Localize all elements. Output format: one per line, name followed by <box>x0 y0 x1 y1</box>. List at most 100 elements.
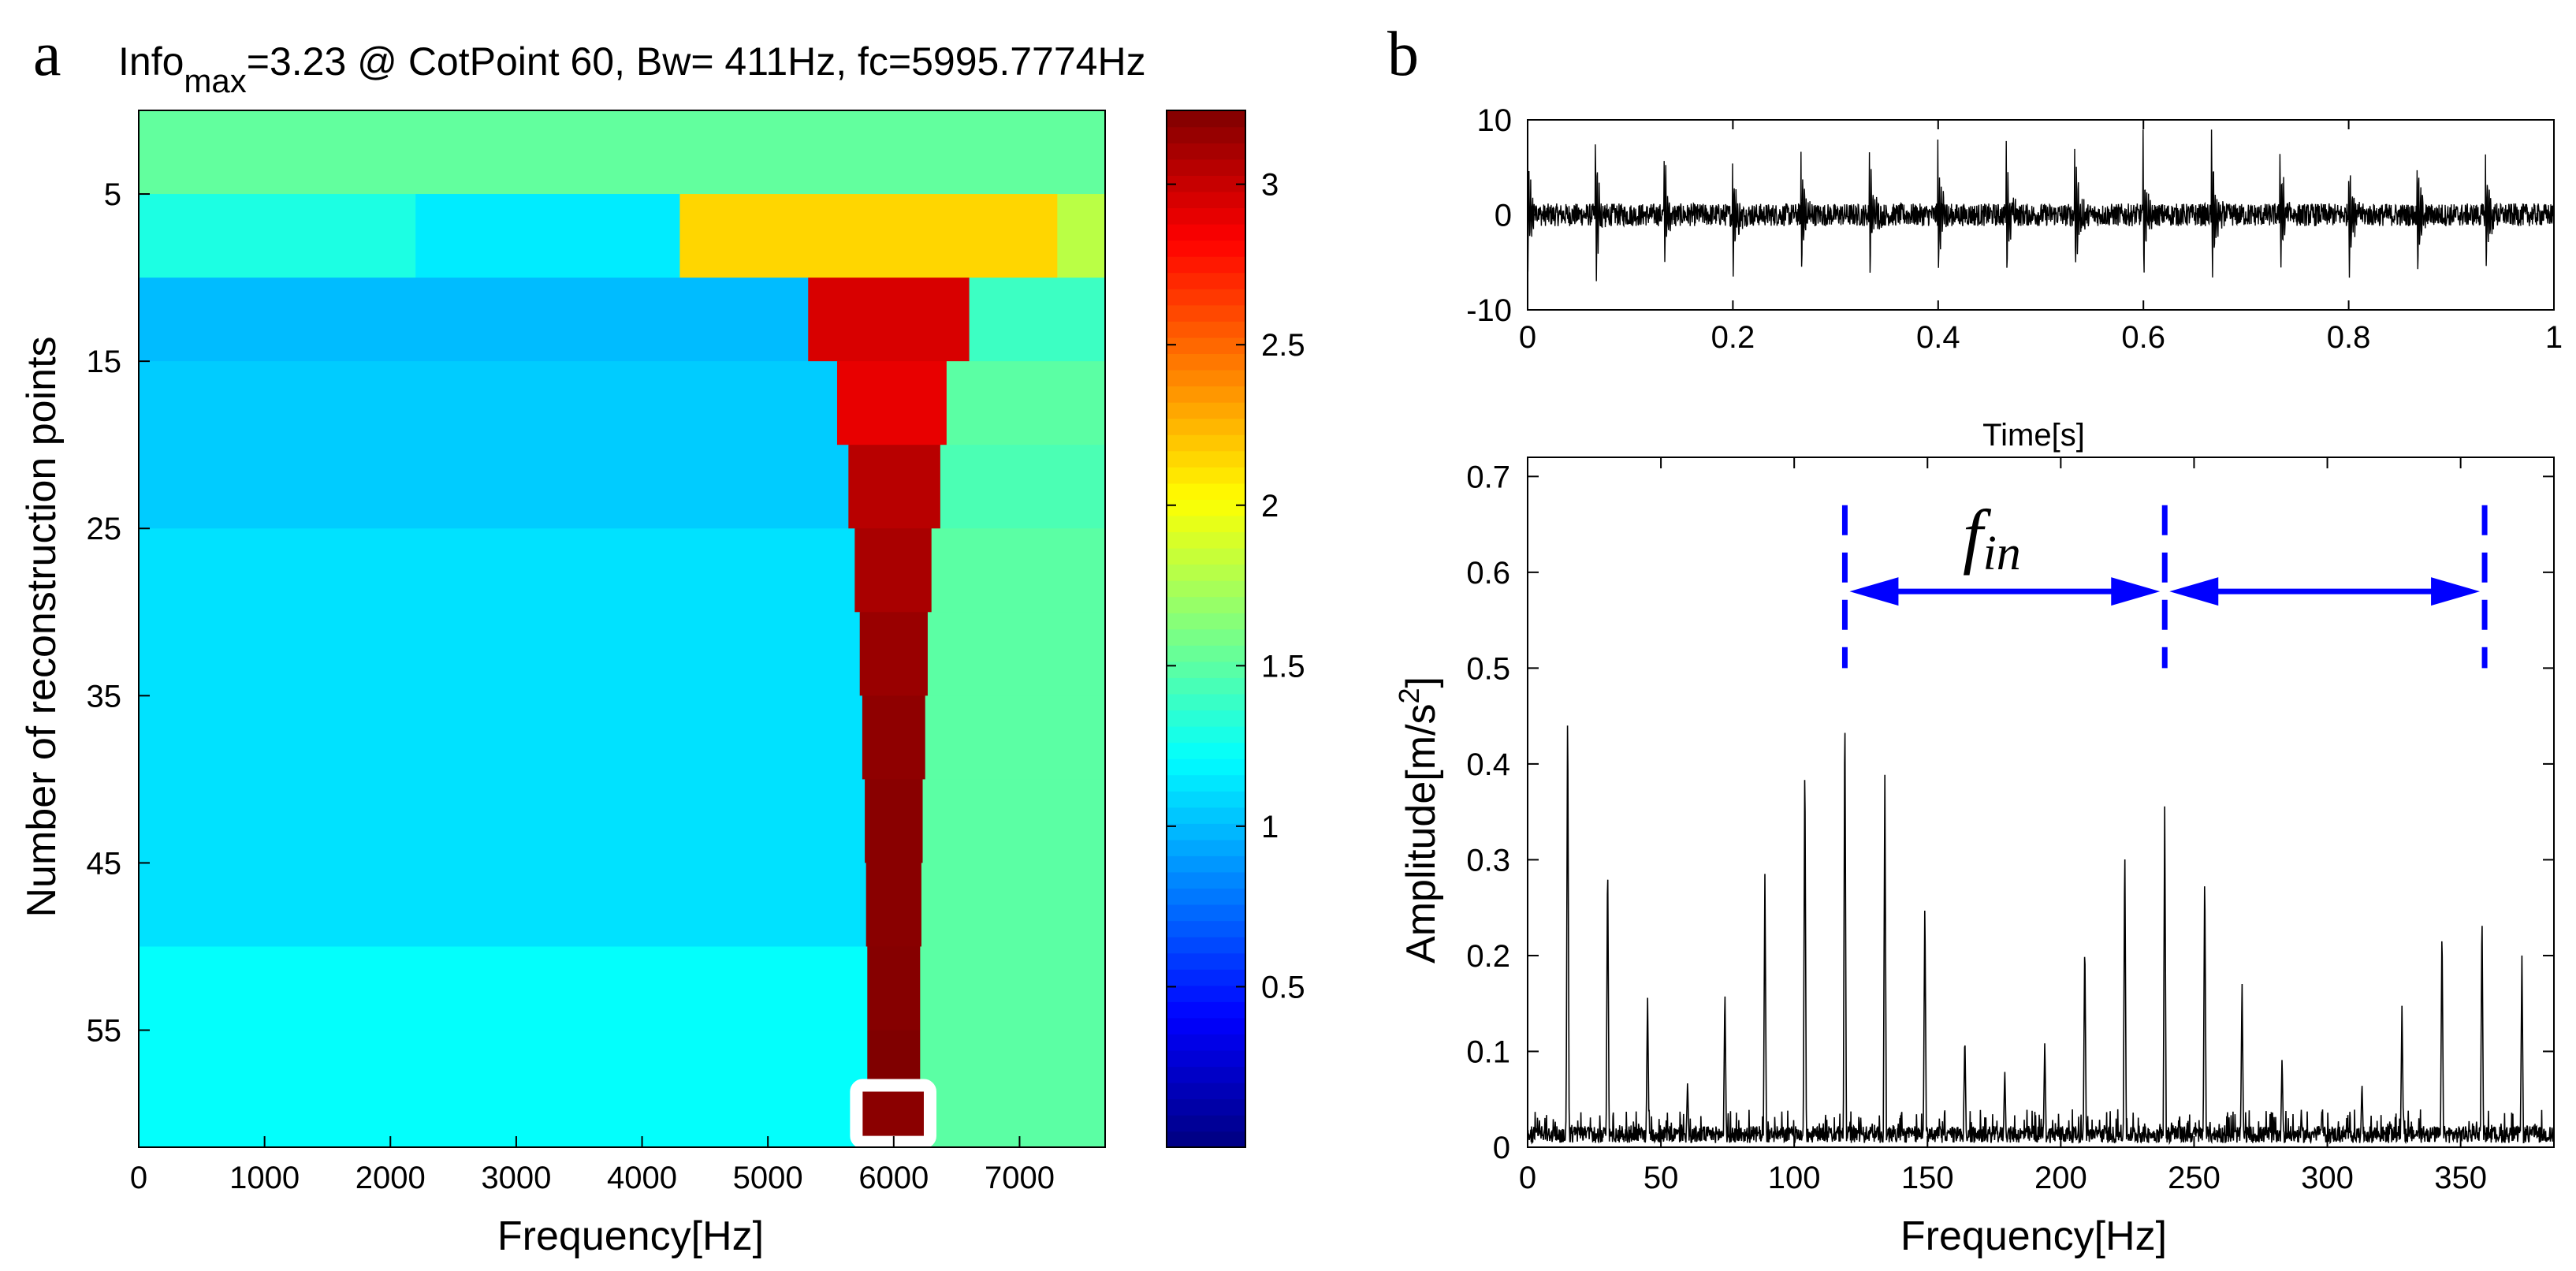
spectrum-y-tick-label: 0.5 <box>1466 651 1510 686</box>
colorbar-step <box>1167 742 1245 759</box>
spectrum-plot-frame <box>1527 457 2555 1148</box>
colorbar-step <box>1167 289 1245 306</box>
heatmap-x-tick-label: 3000 <box>481 1161 551 1195</box>
colorbar-step <box>1167 434 1245 452</box>
colorbar-step <box>1167 401 1245 419</box>
colorbar-step <box>1167 807 1245 824</box>
colorbar-step <box>1167 645 1245 662</box>
colorbar-step <box>1167 790 1245 808</box>
colorbar-step <box>1167 272 1245 289</box>
colorbar-step <box>1167 483 1245 500</box>
heatmap-cell <box>848 445 941 529</box>
colorbar-step <box>1167 547 1245 565</box>
colorbar-step <box>1167 191 1245 209</box>
colorbar-step <box>1167 693 1245 711</box>
colorbar-step <box>1167 126 1245 144</box>
spectrum-x-tick-label: 50 <box>1644 1161 1679 1195</box>
colorbar-tick-label: 2 <box>1261 489 1279 524</box>
colorbar-step <box>1167 758 1245 776</box>
fault-frequency-arrow-head <box>2111 577 2161 606</box>
colorbar-step <box>1167 596 1245 613</box>
spectrum-y-ticks: 0 0.1 0.2 0.3 0.4 0.5 0.6 0.7 <box>1466 460 2554 1165</box>
heatmap-x-label: Frequency[Hz] <box>497 1213 764 1259</box>
time-x-label: Time[s] <box>1982 418 2085 453</box>
time-signal-line <box>1527 129 2555 281</box>
heatmap-cell <box>139 946 868 1031</box>
fault-frequency-annotation <box>1841 505 2488 669</box>
colorbar-tick-label: 1 <box>1261 810 1279 844</box>
heatmap-x-tick-label: 0 <box>130 1161 147 1195</box>
heatmap-cell <box>940 445 1106 529</box>
heatmap-y-tick-label: 25 <box>87 512 122 546</box>
heatmap-cell <box>139 361 838 445</box>
heatmap-cell <box>139 695 863 780</box>
colorbar-step <box>1167 321 1245 338</box>
heatmap-cell <box>139 779 865 864</box>
colorbar-step <box>1167 110 1245 128</box>
colorbar-step <box>1167 223 1245 241</box>
heatmap-cell <box>139 194 416 278</box>
colorbar-step <box>1167 143 1245 160</box>
fault-frequency-arrow-head <box>2169 577 2219 606</box>
heatmap-title-main: Info <box>118 39 184 84</box>
heatmap-y-ticks: 5 15 25 35 45 55 <box>87 177 150 1049</box>
heatmap-cell <box>865 863 922 948</box>
colorbar-step <box>1167 612 1245 630</box>
spectrum-x-tick-label: 300 <box>2301 1161 2354 1195</box>
spectrum-x-tick-label: 200 <box>2034 1161 2087 1195</box>
colorbar-step <box>1167 450 1245 468</box>
colorbar-step <box>1167 580 1245 598</box>
heatmap-cells <box>139 110 1106 1148</box>
colorbar-step <box>1167 774 1245 792</box>
spectrum-x-tick-label: 0 <box>1519 1161 1536 1195</box>
colorbar-step <box>1167 920 1245 937</box>
colorbar-step <box>1167 1098 1245 1116</box>
colorbar-step <box>1167 158 1245 176</box>
time-x-tick-label: 0.4 <box>1916 320 1960 355</box>
colorbar-step <box>1167 968 1245 986</box>
colorbar-step <box>1167 369 1245 387</box>
spectrum-y-label-sup: 2 <box>1393 688 1425 703</box>
time-x-tick-label: 0.2 <box>1711 320 1755 355</box>
colorbar-step <box>1167 467 1245 484</box>
colorbar-step <box>1167 499 1245 516</box>
spectrum-y-tick-label: 0.3 <box>1466 843 1510 878</box>
colorbar-tick-label: 0.5 <box>1261 970 1305 1004</box>
heatmap-cell <box>867 946 921 1031</box>
colorbar-step <box>1167 304 1245 322</box>
colorbar-frame <box>1166 110 1246 1148</box>
colorbar-step <box>1167 904 1245 922</box>
heatmap-cell <box>859 612 929 696</box>
heatmap-cell <box>921 863 1106 948</box>
heatmap-x-ticks: 0 1000 2000 3000 4000 5000 6000 7000 <box>130 1136 1055 1195</box>
time-x-tick-label: 1 <box>2545 320 2563 355</box>
heatmap-cell <box>865 779 924 864</box>
heatmap-cell <box>836 361 947 445</box>
colorbar-step <box>1167 871 1245 889</box>
fault-frequency-label: fin <box>1963 495 2021 580</box>
colorbar-step <box>1167 175 1245 192</box>
spectrum-x-tick-label: 150 <box>1901 1161 1954 1195</box>
heatmap-max-highlight <box>850 1079 936 1149</box>
colorbar-step <box>1167 1114 1245 1132</box>
time-x-tick-label: 0.6 <box>2121 320 2165 355</box>
heatmap-y-tick-label: 55 <box>87 1014 122 1049</box>
spectrum-y-label-end: ] <box>1398 676 1444 688</box>
heatmap-x-tick-label: 1000 <box>229 1161 300 1195</box>
fault-frequency-label-sub: in <box>1983 527 2021 580</box>
heatmap-cell <box>946 361 1106 445</box>
colorbar-step <box>1167 240 1245 257</box>
heatmap-title-rest: =3.23 @ CotPoint 60, Bw= 411Hz, fc=5995.… <box>247 39 1146 84</box>
heatmap-y-tick-label: 15 <box>87 345 122 379</box>
colorbar-step <box>1167 985 1245 1002</box>
heatmap-cell <box>922 779 1106 864</box>
heatmap-cell <box>854 528 932 613</box>
heatmap-title: Infomax=3.23 @ CotPoint 60, Bw= 411Hz, f… <box>118 39 1146 99</box>
time-x-tick-label: 0.8 <box>2327 320 2371 355</box>
heatmap-cell <box>139 612 861 696</box>
colorbar-step <box>1167 255 1245 274</box>
colorbar-step <box>1167 677 1245 695</box>
colorbar-tick-label: 2.5 <box>1261 328 1305 363</box>
heatmap-frame <box>138 110 1106 1148</box>
